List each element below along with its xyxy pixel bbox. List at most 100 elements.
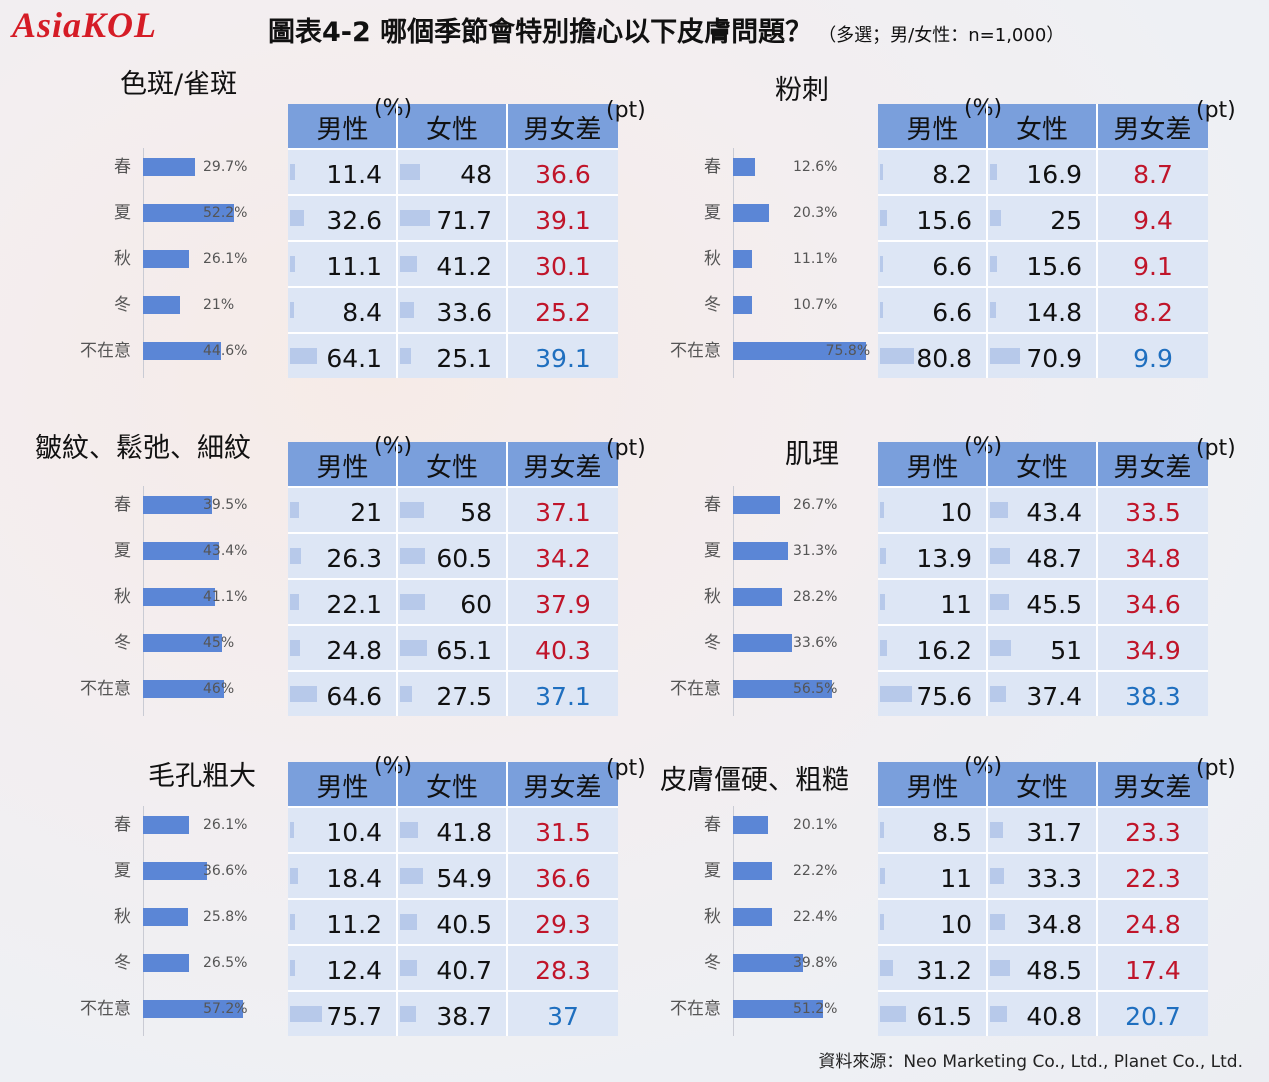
unit-pt: (pt) bbox=[1196, 98, 1236, 123]
table-row: 22.1 60 37.9 bbox=[288, 578, 618, 626]
bar-3 bbox=[733, 296, 752, 314]
male-value: 31.2 bbox=[916, 956, 972, 985]
diff-value: 9.9 bbox=[1133, 344, 1173, 373]
female-mini-bar bbox=[990, 594, 1010, 610]
female-mini-bar bbox=[990, 1006, 1008, 1022]
bar-value-label: 31.3% bbox=[793, 543, 838, 559]
diff-value: 9.4 bbox=[1133, 206, 1173, 235]
female-mini-bar bbox=[400, 594, 426, 610]
unit-percent: (%) bbox=[374, 96, 413, 121]
female-value: 65.1 bbox=[436, 636, 492, 665]
male-mini-bar bbox=[880, 686, 912, 702]
category-label: 春 bbox=[704, 815, 721, 835]
male-value: 11.2 bbox=[326, 910, 382, 939]
female-mini-bar bbox=[990, 868, 1004, 884]
female-mini-bar bbox=[400, 868, 424, 884]
category-label: 夏 bbox=[704, 541, 721, 561]
male-mini-bar bbox=[290, 686, 318, 702]
diff-value: 34.2 bbox=[535, 544, 591, 573]
bar-0 bbox=[733, 816, 769, 834]
data-table: 男性 女性 男女差 (%) (pt) 10.4 41.8 31.5 18.4 54.9 36.6 11… bbox=[288, 754, 646, 1036]
table-row: 31.2 48.5 17.4 bbox=[878, 944, 1208, 992]
category-label: 春 bbox=[114, 815, 131, 835]
female-mini-bar bbox=[400, 1006, 417, 1022]
table-row: 6.6 14.8 8.2 bbox=[878, 286, 1208, 334]
diff-value: 39.1 bbox=[535, 206, 591, 235]
bar-2 bbox=[733, 250, 753, 268]
table-row: 26.3 60.5 34.2 bbox=[288, 532, 618, 580]
female-value: 34.8 bbox=[1026, 910, 1082, 939]
diff-value: 17.4 bbox=[1125, 956, 1181, 985]
female-value: 41.2 bbox=[436, 252, 492, 281]
bar-value-label: 75.8% bbox=[825, 343, 871, 359]
female-mini-bar bbox=[400, 686, 412, 702]
male-mini-bar bbox=[880, 1006, 906, 1022]
category-label: 冬 bbox=[114, 295, 131, 315]
category-label: 秋 bbox=[114, 907, 131, 927]
unit-pt: (pt) bbox=[1196, 756, 1236, 781]
male-value: 10 bbox=[940, 498, 972, 527]
female-value: 40.7 bbox=[436, 956, 492, 985]
male-mini-bar bbox=[290, 914, 295, 930]
male-mini-bar bbox=[880, 594, 885, 610]
female-mini-bar bbox=[400, 914, 417, 930]
chart-panel: 粉刺 男性 女性 男女差 (%) (pt) 8.2 16.9 8.7 15.6 25 9.4 6.6 15… bbox=[630, 60, 1236, 380]
bar-2 bbox=[733, 588, 783, 606]
bar-value-label: 45% bbox=[203, 635, 235, 651]
female-value: 45.5 bbox=[1026, 590, 1082, 619]
female-mini-bar bbox=[990, 548, 1011, 564]
female-value: 58 bbox=[460, 498, 492, 527]
chart-panel: 色斑/雀斑 男性 女性 男女差 (%) (pt) 11.4 48 36.6 32.6 71.7 39.… bbox=[40, 60, 646, 380]
diff-value: 37.9 bbox=[535, 590, 591, 619]
category-label: 春 bbox=[704, 495, 721, 515]
unit-pt: (pt) bbox=[1196, 436, 1236, 461]
category-label: 不在意 bbox=[80, 999, 131, 1019]
female-mini-bar bbox=[990, 822, 1004, 838]
unit-percent: (%) bbox=[374, 754, 413, 779]
male-value: 8.5 bbox=[932, 818, 972, 847]
header-male: 男性 bbox=[906, 115, 959, 145]
bar-4 bbox=[733, 1000, 823, 1018]
diff-value: 34.8 bbox=[1125, 544, 1181, 573]
diff-value: 8.7 bbox=[1133, 160, 1173, 189]
bar-4 bbox=[143, 1000, 244, 1018]
header-female: 女性 bbox=[1015, 115, 1068, 145]
header-male: 男性 bbox=[316, 115, 369, 145]
category-label: 秋 bbox=[704, 249, 721, 269]
male-value: 75.6 bbox=[916, 682, 972, 711]
male-mini-bar bbox=[290, 348, 317, 364]
male-mini-bar bbox=[290, 256, 295, 272]
table-row: 8.5 31.7 23.3 bbox=[878, 806, 1208, 854]
male-value: 8.2 bbox=[932, 160, 972, 189]
diff-value: 28.3 bbox=[535, 956, 591, 985]
bar-value-label: 33.6% bbox=[793, 635, 838, 651]
category-label: 春 bbox=[704, 157, 721, 177]
diff-value: 38.3 bbox=[1125, 682, 1181, 711]
diff-value: 22.3 bbox=[1125, 864, 1181, 893]
bar-value-label: 28.2% bbox=[793, 589, 838, 605]
male-value: 6.6 bbox=[932, 298, 972, 327]
female-value: 14.8 bbox=[1026, 298, 1082, 327]
female-mini-bar bbox=[400, 822, 418, 838]
source-note: 資料來源：Neo Marketing Co., Ltd., Planet Co.… bbox=[818, 1052, 1243, 1072]
chart-title: 肌理 bbox=[785, 439, 839, 470]
male-value: 11 bbox=[940, 864, 972, 893]
male-value: 16.2 bbox=[916, 636, 972, 665]
data-table: 男性 女性 男女差 (%) (pt) 11.4 48 36.6 32.6 71.7 39.1 11.1… bbox=[288, 96, 646, 378]
bar-value-label: 52.2% bbox=[203, 205, 248, 221]
bar-value-label: 26.5% bbox=[203, 955, 248, 971]
diff-value: 9.1 bbox=[1133, 252, 1173, 281]
header-female: 女性 bbox=[1015, 773, 1068, 803]
bar-value-label: 22.4% bbox=[793, 909, 838, 925]
chart-title: 粉刺 bbox=[775, 75, 829, 106]
male-mini-bar bbox=[880, 502, 885, 518]
male-mini-bar bbox=[290, 1006, 322, 1022]
table-row: 11.2 40.5 29.3 bbox=[288, 898, 618, 946]
male-mini-bar bbox=[290, 502, 299, 518]
table-row: 11.4 48 36.6 bbox=[288, 148, 618, 196]
category-label: 冬 bbox=[114, 953, 131, 973]
chart-panel: 皮膚僵硬、粗糙 男性 女性 男女差 (%) (pt) 8.5 31.7 23.3 11 33.3 22… bbox=[630, 718, 1236, 1038]
female-value: 15.6 bbox=[1026, 252, 1082, 281]
female-value: 60.5 bbox=[436, 544, 492, 573]
male-value: 75.7 bbox=[326, 1002, 382, 1031]
